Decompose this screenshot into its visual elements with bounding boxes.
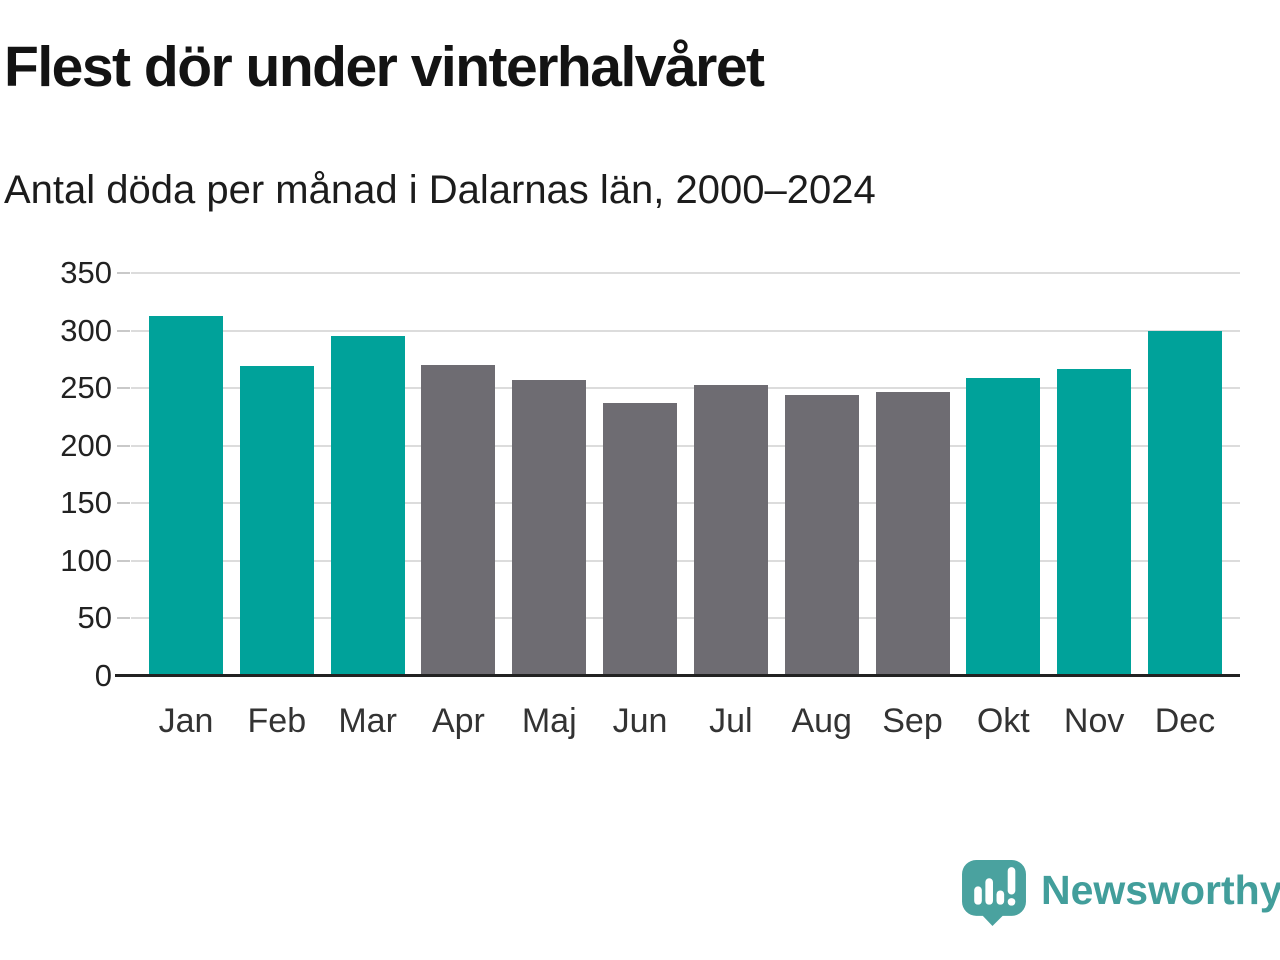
x-axis-label-nov: Nov (1063, 702, 1125, 740)
bar-apr (421, 365, 496, 676)
x-axis-line (115, 674, 1240, 677)
bar-sep (875, 391, 950, 676)
plot-area: Jan Feb Mar Apr Maj Jun Jul Aug Sep Okt Nov Dec 0 50… (60, 255, 1240, 740)
y-tick-150 (117, 502, 130, 505)
x-axis-labels: Jan Feb Mar Apr Maj Jun Jul Aug Sep Okt Nov Dec (131, 702, 1240, 741)
chart-subtitle: Antal döda per månad i Dalarnas län, 200… (4, 168, 876, 212)
gridline-100 (131, 559, 1240, 562)
gridline-50 (131, 617, 1240, 620)
x-axis-label-maj: Maj (521, 702, 577, 740)
gridline-150 (131, 502, 1240, 505)
x-axis-label-mar: Mar (338, 702, 397, 740)
bar-maj (512, 380, 587, 676)
bar-okt (966, 377, 1041, 676)
chart-title: Flest dör under vinterhalvåret (4, 35, 765, 99)
y-tick-350 (117, 272, 130, 274)
bar-jul (693, 384, 768, 676)
bar-mar (330, 336, 405, 676)
bar-aug (784, 395, 859, 676)
bar-nov (1057, 368, 1132, 676)
bar-dec (1147, 330, 1222, 676)
bar-group (131, 273, 1240, 676)
y-axis-label-250: 250 (60, 370, 112, 406)
y-axis-label-150: 150 (60, 485, 112, 521)
y-axis-label-350: 350 (60, 255, 112, 290)
y-axis-label-0: 0 (94, 658, 112, 693)
y-tick-100 (117, 559, 130, 562)
y-axis-label-200: 200 (60, 427, 112, 463)
x-axis-label-okt: Okt (976, 702, 1030, 740)
y-tick-250 (117, 387, 130, 390)
bar-jan (149, 315, 223, 676)
bar-jun (603, 403, 678, 676)
gridline-350 (131, 272, 1240, 274)
y-axis-label-100: 100 (60, 542, 112, 578)
newsworthy-logo: Newsworthy (962, 860, 1280, 927)
logo-brand-name: Newsworthy (1041, 867, 1280, 913)
x-axis-label-aug: Aug (791, 702, 852, 740)
x-axis-label-sep: Sep (882, 702, 943, 740)
bar-chart-speech-bubble-icon (962, 860, 1026, 926)
x-axis-label-apr: Apr (431, 702, 485, 740)
y-axis-label-50: 50 (77, 600, 112, 636)
x-axis-label-feb: Feb (247, 702, 307, 740)
x-axis-label-jul: Jul (709, 702, 753, 740)
bar-feb (239, 366, 314, 676)
x-axis-label-jun: Jun (612, 702, 668, 740)
x-axis-label-jan: Jan (158, 702, 214, 740)
gridline-250 (131, 387, 1240, 390)
y-axis-label-300: 300 (60, 312, 112, 348)
y-tick-300 (117, 329, 130, 332)
gridline-200 (131, 444, 1240, 447)
x-axis-label-dec: Dec (1154, 702, 1216, 740)
y-tick-200 (117, 444, 130, 447)
y-tick-50 (117, 617, 130, 620)
gridline-300 (131, 329, 1240, 332)
